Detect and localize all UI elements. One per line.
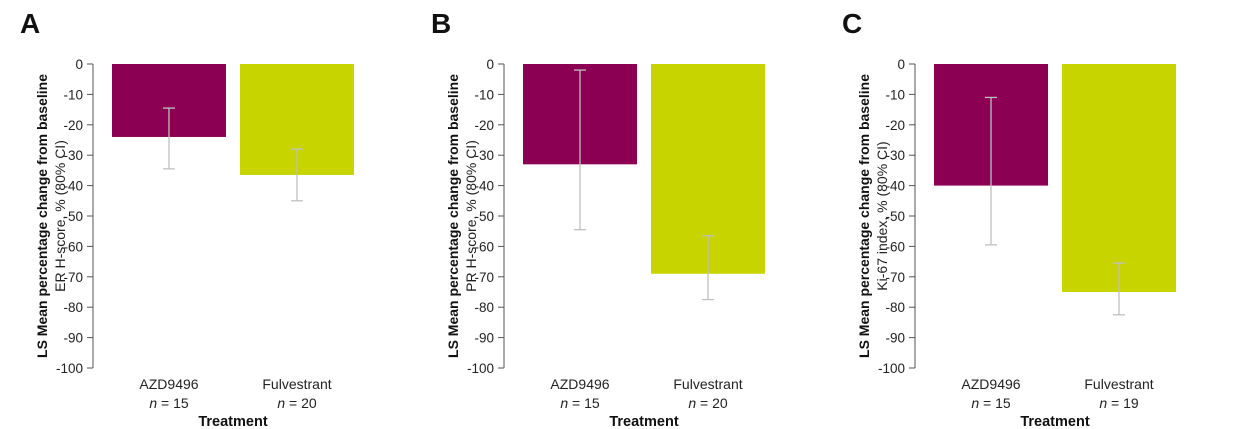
sample-size-label: n = 15 xyxy=(149,395,189,411)
error-bar-azd9496 xyxy=(985,96,997,246)
chart-panel-b: B LS Mean percentage change from baseline… xyxy=(411,0,822,429)
y-tick-label: -90 xyxy=(474,331,494,346)
y-tick-label: -50 xyxy=(885,209,905,224)
sample-size-value: = 15 xyxy=(568,395,600,411)
y-tick-label: -30 xyxy=(885,148,905,163)
y-tick-label: -60 xyxy=(885,239,905,254)
x-category-label: Fulvestrant xyxy=(1084,376,1153,392)
y-tick-label: -100 xyxy=(878,361,905,376)
y-tick-label: -60 xyxy=(474,239,494,254)
sample-size-value: = 19 xyxy=(1107,395,1139,411)
sample-size-label: n = 15 xyxy=(971,395,1011,411)
y-tick-label: -90 xyxy=(63,331,83,346)
y-tick-label: -100 xyxy=(56,361,83,376)
y-tick-label: -20 xyxy=(885,118,905,133)
y-tick-label: 0 xyxy=(897,57,905,72)
sample-size-value: = 20 xyxy=(696,395,728,411)
y-tick-label: -20 xyxy=(474,118,494,133)
y-axis-subtitle: ER H-score, % (80% CI) xyxy=(52,140,68,292)
y-tick-label: -70 xyxy=(474,270,494,285)
y-tick-label: -70 xyxy=(63,270,83,285)
y-tick-label: 0 xyxy=(75,57,83,72)
y-tick-label: -40 xyxy=(63,179,83,194)
y-axis-subtitle: Ki-67 index, % (80% CI) xyxy=(874,141,890,290)
x-axis-title: Treatment xyxy=(609,414,678,429)
y-axis-title: LS Mean percentage change from baseline xyxy=(34,74,50,358)
chart-panel-c: C LS Mean percentage change from baseline… xyxy=(822,0,1233,429)
y-tick-label: 0 xyxy=(486,57,494,72)
y-tick-label: -60 xyxy=(63,239,83,254)
x-category-label: Fulvestrant xyxy=(262,376,331,392)
sample-size-value: = 15 xyxy=(979,395,1011,411)
error-bar-azd9496 xyxy=(574,69,586,231)
x-category-label: AZD9496 xyxy=(139,376,198,392)
x-category-label: AZD9496 xyxy=(961,376,1020,392)
y-tick-label: -20 xyxy=(63,118,83,133)
y-tick-label: -10 xyxy=(63,87,83,102)
sample-size-value: = 15 xyxy=(157,395,189,411)
x-category-label: AZD9496 xyxy=(550,376,609,392)
y-tick-label: -80 xyxy=(885,300,905,315)
y-tick-label: -10 xyxy=(885,87,905,102)
panel-label: B xyxy=(431,8,451,39)
error-bar-azd9496 xyxy=(163,107,175,170)
y-tick-label: -40 xyxy=(885,179,905,194)
x-category-label: Fulvestrant xyxy=(673,376,742,392)
sample-size-value: = 20 xyxy=(285,395,317,411)
chart-svg: C LS Mean percentage change from baseline… xyxy=(842,8,1176,429)
y-axis-subtitle: PR H-score, % (80% CI) xyxy=(463,140,479,292)
y-tick-label: -70 xyxy=(885,270,905,285)
y-tick-label: -40 xyxy=(474,179,494,194)
y-axis-title: LS Mean percentage change from baseline xyxy=(445,74,461,358)
panel-label: A xyxy=(20,8,40,39)
sample-size-label: n = 20 xyxy=(277,395,317,411)
panel-label: C xyxy=(842,8,862,39)
sample-size-label: n = 19 xyxy=(1099,395,1139,411)
y-axis-title: LS Mean percentage change from baseline xyxy=(856,74,872,358)
x-axis-title: Treatment xyxy=(198,414,267,429)
error-bar-fulvestrant xyxy=(1113,262,1125,316)
bar-fulvestrant xyxy=(1062,64,1176,292)
y-tick-label: -50 xyxy=(474,209,494,224)
y-tick-label: -30 xyxy=(474,148,494,163)
x-axis-title: Treatment xyxy=(1020,414,1089,429)
y-tick-label: -10 xyxy=(474,87,494,102)
y-tick-label: -90 xyxy=(885,331,905,346)
error-bar-fulvestrant xyxy=(291,148,303,202)
chart-panel-a: A LS Mean percentage change from baseline… xyxy=(0,0,411,429)
y-tick-label: -80 xyxy=(474,300,494,315)
chart-svg: B LS Mean percentage change from baseline… xyxy=(431,8,765,429)
sample-size-label: n = 20 xyxy=(688,395,728,411)
y-tick-label: -30 xyxy=(63,148,83,163)
y-tick-label: -50 xyxy=(63,209,83,224)
error-bar-fulvestrant xyxy=(702,235,714,301)
y-tick-label: -100 xyxy=(467,361,494,376)
y-tick-label: -80 xyxy=(63,300,83,315)
sample-size-label: n = 15 xyxy=(560,395,600,411)
chart-svg: A LS Mean percentage change from baseline… xyxy=(20,8,354,429)
